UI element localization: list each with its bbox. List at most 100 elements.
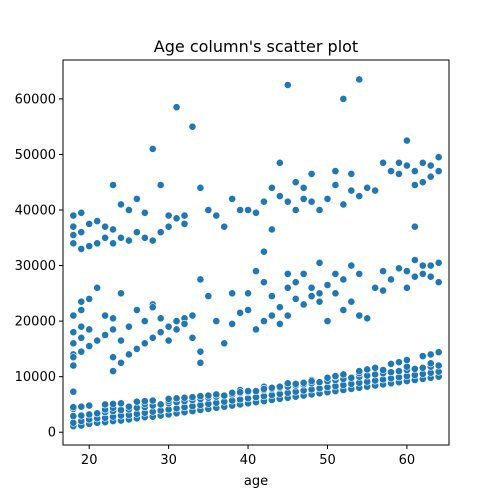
scatter-point <box>148 144 157 153</box>
x-tick-label: 20 <box>81 453 98 468</box>
scatter-point <box>403 362 411 371</box>
scatter-point <box>244 289 252 298</box>
scatter-point <box>69 211 78 220</box>
scatter-point <box>299 194 308 203</box>
scatter-point <box>267 183 276 192</box>
scatter-point <box>252 387 260 396</box>
scatter-point <box>410 167 419 176</box>
scatter-point <box>283 283 292 292</box>
scatter-point <box>403 136 411 145</box>
scatter-point <box>315 206 324 214</box>
scatter-point <box>355 269 364 278</box>
scatter-point <box>117 336 125 345</box>
scatter-point <box>434 167 443 176</box>
scatter-point <box>355 192 364 201</box>
scatter-point <box>347 261 356 270</box>
scatter-point <box>196 275 205 284</box>
scatter-point <box>355 311 364 320</box>
scatter-point <box>77 402 86 411</box>
scatter-point <box>164 222 173 231</box>
scatter-point <box>220 339 229 348</box>
scatter-point <box>148 333 157 342</box>
scatter-point <box>299 300 308 309</box>
x-tick-label: 60 <box>399 453 416 468</box>
scatter-point <box>426 161 435 170</box>
scatter-point <box>339 200 348 209</box>
scatter-point <box>355 367 364 376</box>
data-points <box>69 75 443 431</box>
scatter-point <box>180 211 189 220</box>
scatter-point <box>69 222 78 231</box>
scatter-point <box>275 303 284 312</box>
scatter-point <box>260 317 268 326</box>
x-tick-label: 40 <box>240 453 257 468</box>
scatter-point <box>117 406 125 414</box>
scatter-point <box>228 388 237 397</box>
scatter-point <box>418 261 427 270</box>
x-axis-label: age <box>244 474 268 489</box>
scatter-point <box>69 353 78 362</box>
scatter-point <box>410 364 419 373</box>
x-tick-label: 30 <box>160 453 177 468</box>
scatter-point <box>85 219 94 228</box>
scatter-point <box>156 400 165 409</box>
scatter-point <box>172 317 181 326</box>
scatter-point <box>410 222 419 231</box>
scatter-point <box>228 194 237 203</box>
scatter-point <box>85 401 94 410</box>
y-tick-label: 40000 <box>15 204 56 219</box>
scatter-point <box>410 181 419 189</box>
scatter-point <box>132 344 141 353</box>
scatter-point <box>260 278 268 287</box>
scatter-point <box>371 363 380 372</box>
scatter-point <box>220 222 229 231</box>
scatter-point <box>117 200 125 209</box>
scatter-point <box>307 169 316 178</box>
scatter-point <box>101 331 109 339</box>
scatter-point <box>260 384 268 393</box>
scatter-point <box>299 378 308 387</box>
chart-title: Age column's scatter plot <box>154 37 358 56</box>
scatter-point <box>315 378 324 387</box>
scatter-point <box>180 219 189 228</box>
scatter-point <box>283 197 292 206</box>
scatter-point <box>403 356 411 364</box>
scatter-point <box>275 192 284 201</box>
y-tick-label: 0 <box>48 426 56 441</box>
scatter-point <box>77 333 86 342</box>
scatter-point <box>426 172 435 181</box>
scatter-point <box>117 233 125 242</box>
scatter-point <box>395 158 403 167</box>
scatter-point <box>395 367 403 376</box>
scatter-point <box>315 289 324 298</box>
scatter-point <box>69 418 78 427</box>
x-axis-ticks: 20 30 40 50 60 <box>81 445 415 468</box>
scatter-point <box>323 281 332 289</box>
scatter-point <box>164 394 173 403</box>
scatter-point <box>172 214 181 223</box>
scatter-point <box>260 197 268 206</box>
scatter-point <box>69 387 78 396</box>
scatter-point <box>426 359 435 368</box>
scatter-point <box>109 367 117 376</box>
scatter-point <box>283 81 292 89</box>
scatter-point <box>117 289 125 298</box>
scatter-point <box>93 217 102 226</box>
scatter-point <box>291 379 300 388</box>
scatter-point <box>132 306 141 314</box>
scatter-point <box>403 283 411 292</box>
scatter-point <box>283 311 292 320</box>
scatter-point <box>228 319 237 328</box>
scatter-point <box>172 103 181 112</box>
scatter-point <box>117 358 125 367</box>
scatter-point <box>164 336 173 345</box>
scatter-point <box>363 314 372 323</box>
scatter-point <box>267 292 276 301</box>
scatter-point <box>434 361 443 370</box>
scatter-point <box>188 333 197 342</box>
y-tick-label: 50000 <box>15 148 56 163</box>
scatter-point <box>180 319 189 328</box>
scatter-point <box>156 328 165 337</box>
scatter-point <box>339 306 348 314</box>
